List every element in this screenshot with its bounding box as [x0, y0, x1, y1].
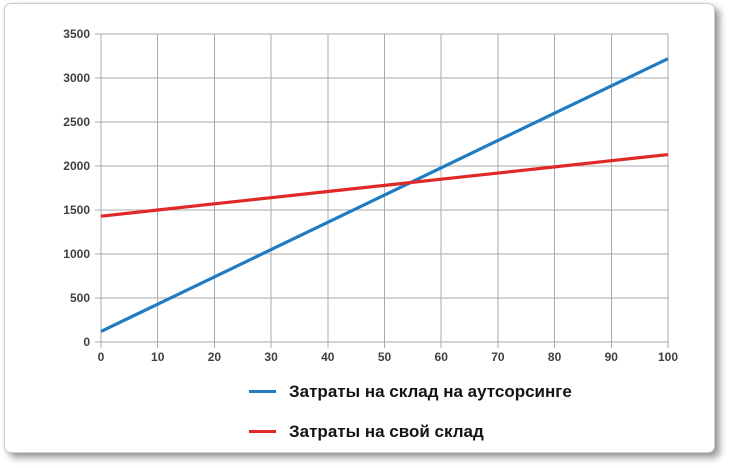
y-axis-tick-label: 500 [70, 291, 90, 305]
line-chart: 0 500 1000 1500 2000 2500 3000 3500 0 10 20 30 40 50 6… [63, 27, 679, 364]
line-own-warehouse-costs [100, 152, 669, 218]
y-gridlines [95, 33, 668, 343]
legend-line-swatch-own-warehouse [249, 429, 276, 433]
x-axis-tick-label: 0 [98, 350, 105, 364]
legend-label-outsourcing: Затраты на склад на аутсорсинге [289, 381, 572, 401]
y-axis-labels: 0 500 1000 1500 2000 2500 3000 3500 [63, 27, 90, 349]
legend-item-own-warehouse: Затраты на свой склад [249, 418, 572, 444]
x-gridlines [100, 34, 669, 348]
x-axis-tick-label: 60 [435, 350, 449, 364]
x-axis-tick-label: 100 [658, 350, 678, 364]
y-axis-tick-label: 2500 [63, 115, 90, 129]
y-axis-tick-label: 0 [83, 335, 90, 349]
y-axis-tick-label: 1000 [63, 247, 90, 261]
x-axis-tick-label: 20 [208, 350, 222, 364]
x-axis-labels: 0 10 20 30 40 50 60 70 80 90 100 [98, 350, 679, 364]
chart-legend: Затраты на склад на аутсорсинге Затраты … [249, 378, 572, 444]
x-axis-tick-label: 50 [378, 350, 392, 364]
x-axis-tick-label: 90 [605, 350, 619, 364]
x-axis-tick-label: 80 [548, 350, 562, 364]
legend-label-own-warehouse: Затраты на свой склад [289, 421, 484, 441]
chart-card: 0 500 1000 1500 2000 2500 3000 3500 0 10 20 30 40 50 6… [4, 3, 715, 453]
x-axis-tick-label: 40 [321, 350, 335, 364]
y-axis-tick-label: 2000 [63, 159, 90, 173]
legend-line-swatch-outsourcing [249, 389, 276, 393]
line-outsourcing-costs [100, 57, 669, 333]
y-axis-tick-label: 1500 [63, 203, 90, 217]
legend-item-outsourcing: Затраты на склад на аутсорсинге [249, 378, 572, 404]
y-axis-tick-label: 3000 [63, 71, 90, 85]
x-axis-tick-label: 10 [151, 350, 165, 364]
y-axis-tick-label: 3500 [63, 27, 90, 41]
x-axis-tick-label: 70 [491, 350, 505, 364]
x-axis-tick-label: 30 [264, 350, 278, 364]
series-lines [100, 57, 669, 333]
